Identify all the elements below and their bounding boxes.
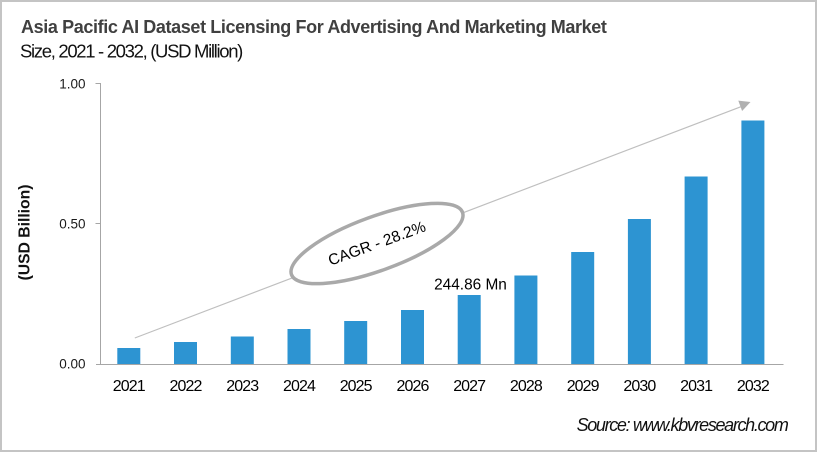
svg-text:2030: 2030 [623,378,656,395]
svg-text:2021: 2021 [113,378,146,395]
svg-text:Asia Pacific AI Dataset Licens: Asia Pacific AI Dataset Licensing For Ad… [21,17,607,37]
svg-text:0.50: 0.50 [59,217,85,232]
svg-text:Source: www.kbvresearch.com: Source: www.kbvresearch.com [577,415,789,435]
svg-text:2026: 2026 [397,378,430,395]
svg-text:2027: 2027 [453,378,486,395]
svg-text:(USD Billion): (USD Billion) [17,185,34,281]
svg-text:1.00: 1.00 [59,77,85,92]
svg-text:2029: 2029 [567,378,600,395]
svg-text:2031: 2031 [680,378,713,395]
svg-text:2023: 2023 [226,378,259,395]
svg-text:2032: 2032 [737,378,770,395]
svg-text:2024: 2024 [283,378,316,395]
svg-text:2022: 2022 [170,378,203,395]
svg-text:244.86 Mn: 244.86 Mn [434,277,507,294]
svg-text:2028: 2028 [510,378,543,395]
svg-text:0.00: 0.00 [59,357,85,372]
svg-text:Size, 2021 - 2032, (USD Millio: Size, 2021 - 2032, (USD Million) [20,41,243,62]
svg-text:2025: 2025 [340,378,373,395]
